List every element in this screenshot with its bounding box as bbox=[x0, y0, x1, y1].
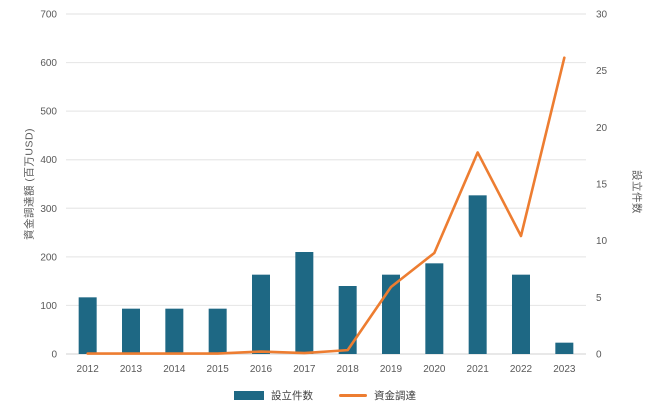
bar bbox=[555, 342, 574, 354]
right-axis-tick: 25 bbox=[596, 66, 608, 77]
x-axis-tick: 2015 bbox=[207, 364, 230, 375]
bar bbox=[208, 308, 227, 354]
legend-item-establishments: 設立件数 bbox=[234, 388, 313, 403]
x-axis-tick: 2013 bbox=[120, 364, 143, 375]
left-axis-tick: 400 bbox=[40, 155, 57, 166]
bar-series-swatch bbox=[234, 391, 264, 400]
x-axis-tick: 2017 bbox=[293, 364, 316, 375]
bar bbox=[425, 263, 444, 354]
x-axis-tick: 2020 bbox=[423, 364, 446, 375]
bar bbox=[78, 297, 97, 354]
bar bbox=[295, 252, 314, 354]
bar bbox=[468, 195, 487, 354]
right-axis-tick: 20 bbox=[596, 123, 608, 134]
x-axis-tick: 2022 bbox=[510, 364, 533, 375]
left-axis-tick: 100 bbox=[40, 301, 57, 312]
left-axis-tick: 0 bbox=[51, 350, 57, 361]
left-axis-tick: 300 bbox=[40, 204, 57, 215]
funding-line bbox=[86, 56, 566, 355]
right-axis-tick: 5 bbox=[596, 293, 602, 304]
left-axis-tick: 700 bbox=[40, 10, 57, 21]
right-axis-tick: 15 bbox=[596, 180, 608, 191]
right-axis-title: 設立件数 bbox=[630, 170, 643, 214]
legend-item-funding: 資金調達 bbox=[339, 388, 416, 403]
chart-canvas: 0 100 200 300 400 500 600 700 0 5 10 15 20 25 30 2012 20… bbox=[40, 10, 608, 376]
x-axis-tick: 2019 bbox=[380, 364, 403, 375]
left-axis-tick: 200 bbox=[40, 252, 57, 263]
x-axis-tick: 2012 bbox=[77, 364, 100, 375]
right-axis-tick: 10 bbox=[596, 236, 608, 247]
right-axis-tick: 30 bbox=[596, 10, 608, 21]
chart-legend: 設立件数 資金調達 bbox=[0, 388, 650, 403]
legend-label-establishments: 設立件数 bbox=[271, 390, 313, 402]
x-axis-tick: 2016 bbox=[250, 364, 273, 375]
legend-label-funding: 資金調達 bbox=[374, 390, 416, 402]
x-axis-tick: 2018 bbox=[337, 364, 360, 375]
left-axis-tick: 500 bbox=[40, 107, 57, 118]
x-axis-tick: 2023 bbox=[553, 364, 576, 375]
bar bbox=[122, 308, 140, 354]
right-axis-tick: 0 bbox=[596, 350, 602, 361]
x-axis-tick: 2014 bbox=[163, 364, 186, 375]
line-series-swatch bbox=[339, 394, 367, 397]
left-axis-title: 資金調達額 (百万USD) bbox=[23, 127, 36, 241]
bar bbox=[252, 274, 270, 354]
bar bbox=[512, 274, 530, 354]
bar bbox=[165, 308, 184, 354]
left-axis-tick: 600 bbox=[40, 58, 57, 69]
bar bbox=[338, 286, 357, 354]
x-axis-tick: 2021 bbox=[467, 364, 490, 375]
